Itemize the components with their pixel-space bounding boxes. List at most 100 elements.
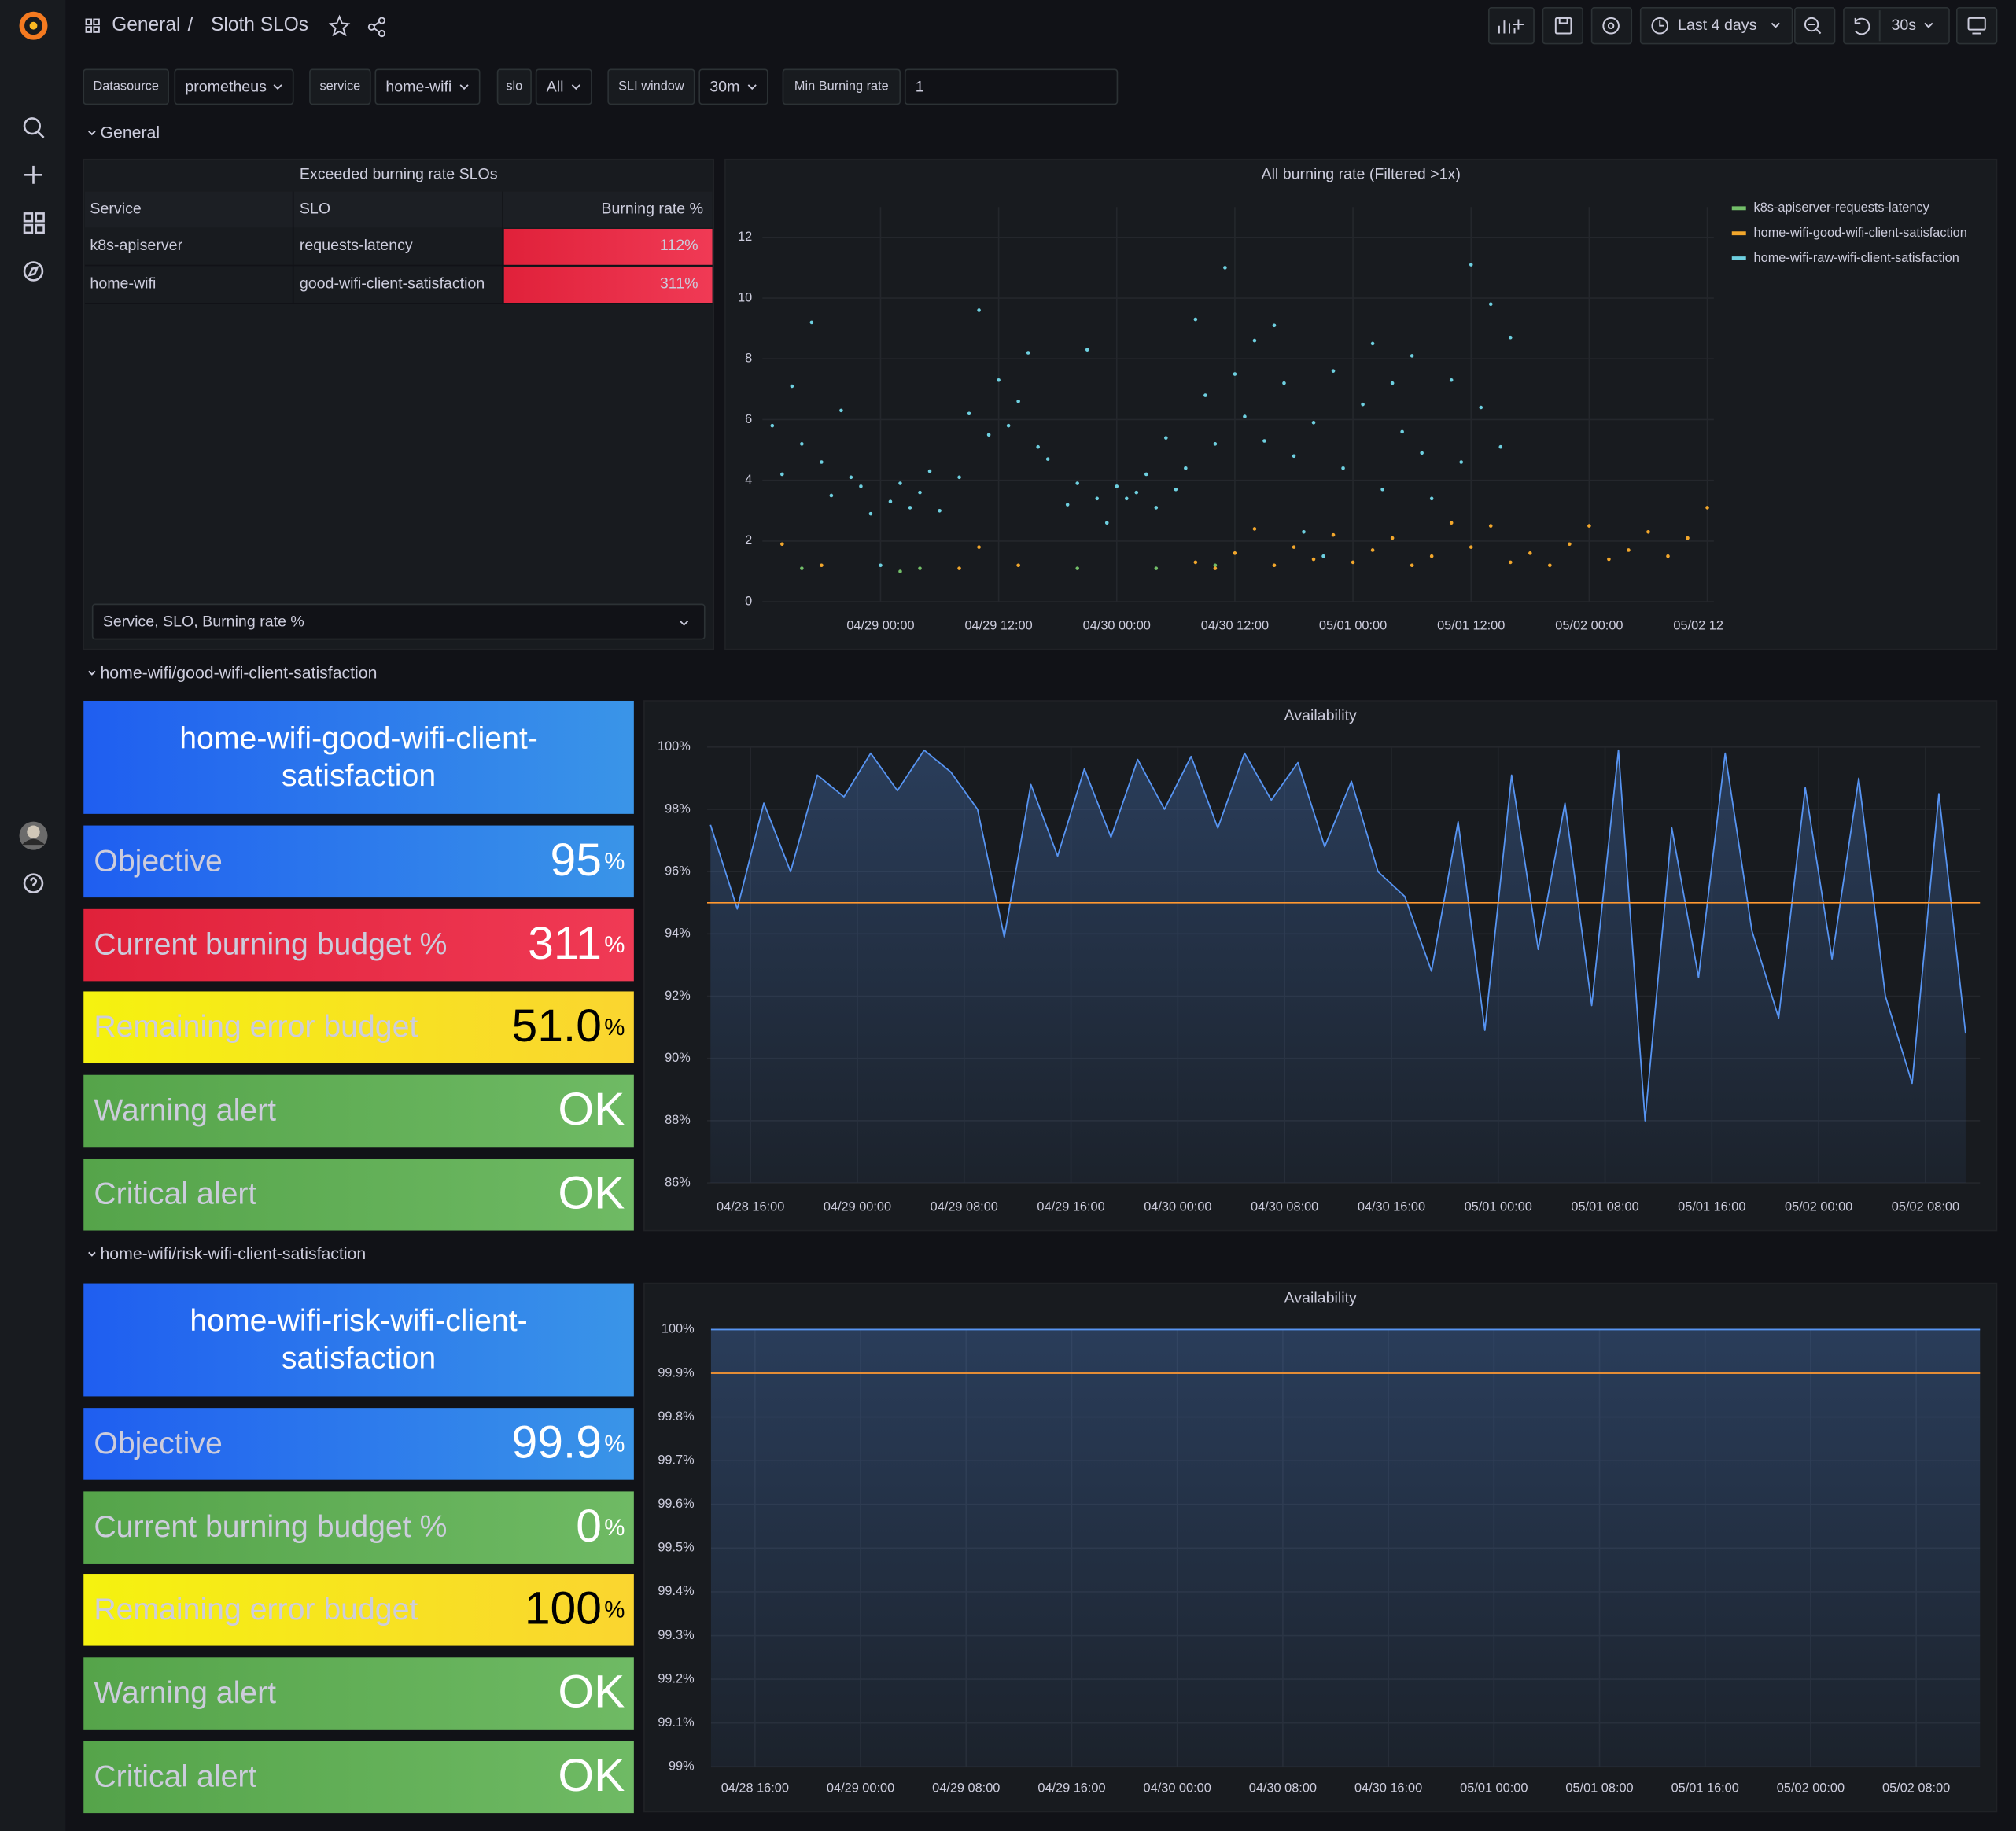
scatter-point [1272,563,1277,568]
row-title[interactable]: home-wifi/good-wifi-client-satisfaction [100,663,377,682]
y-tick-label: 100% [662,1322,695,1336]
slo-name: home-wifi-risk-wifi-client-satisfaction [190,1303,528,1376]
create-icon[interactable] [24,165,42,184]
help-icon[interactable] [23,873,44,893]
share-button[interactable] [367,17,386,38]
scatter-point [1568,542,1572,547]
scatter-point [1311,557,1316,562]
settings-button[interactable] [1590,6,1633,45]
scatter-point [839,408,843,413]
grafana-logo[interactable] [19,11,48,40]
search-icon[interactable] [23,117,45,138]
scatter-point [1410,354,1414,358]
stat-number: 100 [525,1582,602,1634]
panel [724,158,1998,650]
x-tick-label: 05/02 08:00 [1892,1199,1959,1214]
column-header[interactable]: Service [90,201,141,218]
row-chevron[interactable] [88,1251,96,1257]
stat-label: Warning alert [94,1092,276,1127]
x-tick-label: 05/01 16:00 [1678,1199,1745,1214]
scatter-point [986,433,991,437]
tv-mode-button[interactable] [1955,6,1998,45]
scatter-point [957,566,961,570]
row-title[interactable]: home-wifi/risk-wifi-client-satisfaction [100,1244,366,1263]
chevron [571,84,580,90]
legend-label[interactable]: home-wifi-good-wifi-client-satisfaction [1754,226,1967,240]
stat-unit: % [604,1431,625,1457]
variable-value-box[interactable] [535,68,592,105]
stat-label: Current burning budget % [94,927,447,962]
legend-label[interactable]: home-wifi-raw-wifi-client-satisfaction [1754,251,1959,265]
scatter-point [1686,536,1690,540]
scatter-point [1075,566,1079,570]
column-header[interactable]: Burning rate % [601,201,703,218]
variable-value[interactable]: 30m [709,78,739,95]
variable-label: service [319,79,360,94]
scatter-point [1006,423,1011,428]
refresh-interval[interactable]: 30s [1891,17,1916,34]
area [710,750,1966,1184]
row-chevron[interactable] [88,670,96,676]
scatter-point [849,475,853,480]
time-picker[interactable] [1639,6,1793,45]
toolbar [1488,6,1998,45]
legend-label[interactable]: k8s-apiserver-requests-latency [1754,201,1930,215]
scatter-point [1282,381,1286,385]
variable-value-box[interactable] [698,68,768,105]
variable-value[interactable]: All [547,78,564,95]
y-tick-label: 86% [665,1175,691,1189]
dashboards-icon[interactable] [23,212,45,234]
stat-label: Warning alert [94,1675,276,1710]
time-range[interactable]: Last 4 days [1678,17,1756,34]
scatter-point [1292,545,1296,549]
variable-value-box[interactable] [904,68,1119,105]
variable-value[interactable]: prometheus [185,78,267,95]
explore-icon[interactable] [23,261,44,282]
slo-name-box: home-wifi-good-wifi-client-satisfaction [179,721,538,794]
variable-value-box[interactable] [174,68,294,105]
scatter-point [1272,323,1277,328]
y-tick-label: 99.8% [658,1409,694,1424]
save-button[interactable] [1542,6,1583,45]
variable-value[interactable]: 1 [916,78,924,95]
scatter-point [1154,566,1159,570]
stat-label: Remaining error budget [94,1592,418,1627]
y-tick-label: 10 [738,290,752,304]
scatter-point [868,511,873,516]
y-tick-label: 99.7% [658,1453,694,1467]
scatter-point [1036,444,1040,449]
x-tick-label: 04/29 00:00 [846,618,914,632]
zoom-out-button[interactable] [1794,6,1836,45]
row-title[interactable]: General [100,123,160,142]
stat-label: Critical alert [94,1759,256,1793]
column-select-value[interactable]: Service, SLO, Burning rate % [103,613,304,630]
scatter-point [1607,557,1611,562]
star-button[interactable] [328,14,351,37]
x-tick-label: 04/30 00:00 [1083,618,1151,632]
stat-value: 311% [528,918,625,969]
breadcrumb-folder[interactable]: General [112,14,180,35]
x-tick-label: 04/28 16:00 [717,1199,784,1214]
x-tick-label: 05/01 00:00 [1319,618,1387,632]
scatter-point [938,508,942,513]
add-panel-button[interactable] [1488,6,1535,45]
x-tick-label: 05/01 00:00 [1465,1199,1532,1214]
dashboard-title[interactable]: Sloth SLOs [211,14,308,35]
variable-value[interactable]: home-wifi [385,78,451,95]
chevron [273,84,282,90]
column-select[interactable] [91,603,706,640]
scatter-point [967,411,971,416]
variable-value-box[interactable] [374,68,481,105]
slo-name-panel [83,700,634,814]
stat-panel [83,1408,634,1480]
stat-label: Objective [94,843,222,878]
x-tick-label: 04/29 08:00 [931,1199,998,1214]
scatter-point [1449,378,1454,382]
refresh-picker[interactable] [1843,6,1950,45]
column-header[interactable]: SLO [300,201,330,218]
x-axis: 04/28 16:00 04/29 00:00 04/29 08:00 04/29 1… [717,1199,1959,1214]
chevron [680,620,689,626]
row-chevron[interactable] [88,131,96,136]
scatter-point [908,506,912,510]
user-avatar[interactable] [19,821,48,850]
